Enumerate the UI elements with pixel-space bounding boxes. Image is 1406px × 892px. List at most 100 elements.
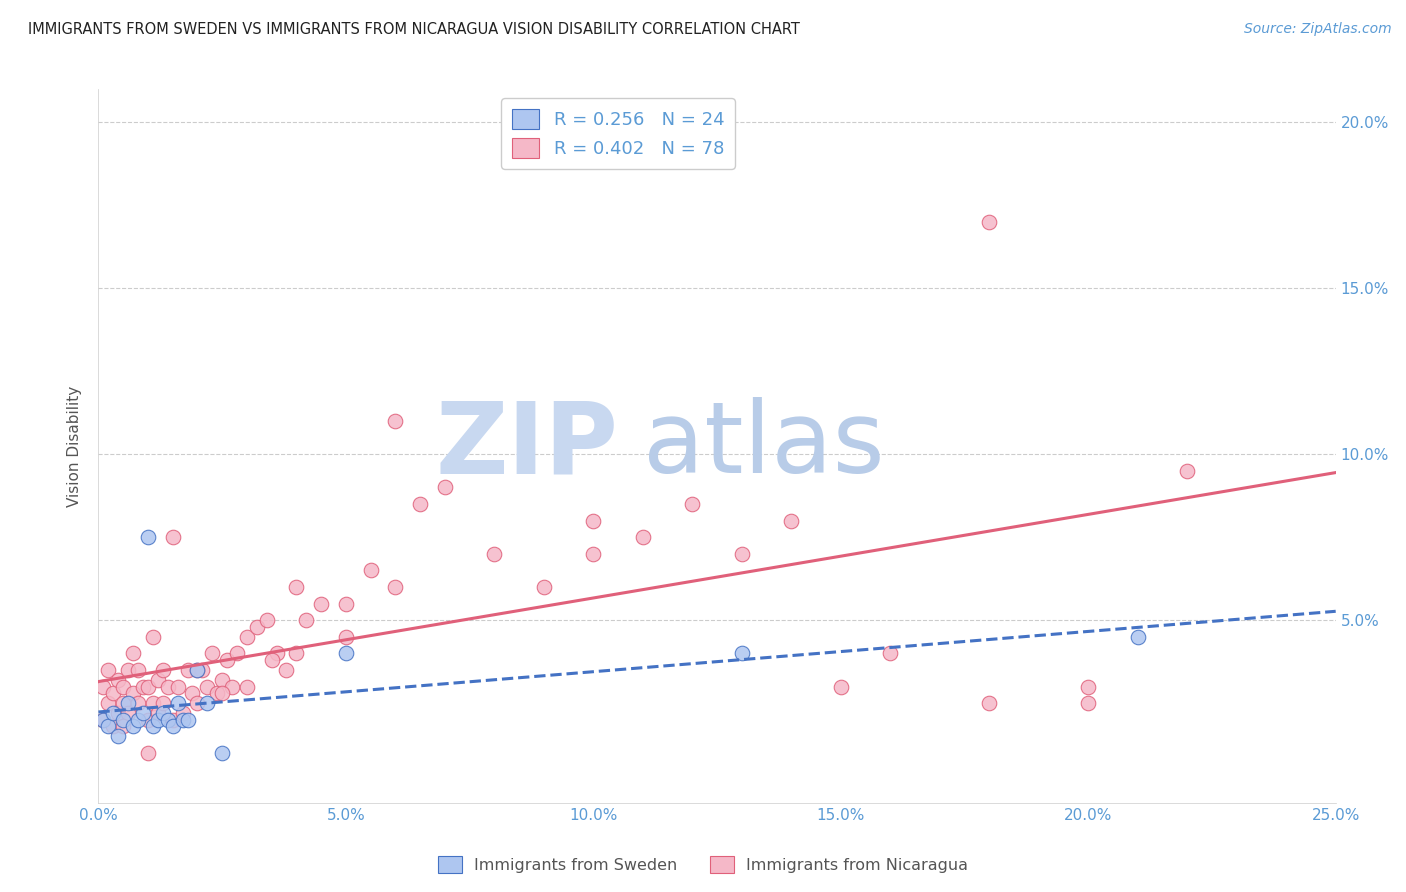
Point xyxy=(117,706,139,721)
Point xyxy=(266,647,288,661)
Point xyxy=(335,630,357,644)
Point xyxy=(582,547,605,561)
Point xyxy=(127,663,149,677)
Point xyxy=(201,647,224,661)
Text: atlas: atlas xyxy=(643,398,884,494)
Point xyxy=(146,713,169,727)
Point xyxy=(142,630,165,644)
Point xyxy=(246,620,269,634)
Point xyxy=(107,673,129,687)
Point xyxy=(186,663,208,677)
Point xyxy=(162,530,184,544)
Point xyxy=(285,647,308,661)
Point xyxy=(122,686,145,700)
Point xyxy=(142,696,165,710)
Point xyxy=(97,663,120,677)
Point xyxy=(103,706,125,721)
Point xyxy=(162,719,184,733)
Point xyxy=(780,514,803,528)
Point xyxy=(146,673,169,687)
Point xyxy=(172,713,194,727)
Point xyxy=(681,497,703,511)
Point xyxy=(117,696,139,710)
Point xyxy=(103,719,125,733)
Point xyxy=(166,680,188,694)
Point xyxy=(533,580,555,594)
Point xyxy=(156,680,179,694)
Point xyxy=(107,706,129,721)
Point xyxy=(107,730,129,744)
Point xyxy=(260,653,283,667)
Point xyxy=(136,746,159,760)
Point xyxy=(112,696,135,710)
Point xyxy=(152,706,174,721)
Point xyxy=(132,680,155,694)
Point xyxy=(1077,696,1099,710)
Point xyxy=(211,746,233,760)
Point xyxy=(97,719,120,733)
Point xyxy=(256,613,278,627)
Text: IMMIGRANTS FROM SWEDEN VS IMMIGRANTS FROM NICARAGUA VISION DISABILITY CORRELATIO: IMMIGRANTS FROM SWEDEN VS IMMIGRANTS FRO… xyxy=(28,22,800,37)
Point xyxy=(226,647,249,661)
Point xyxy=(221,680,243,694)
Point xyxy=(384,414,406,428)
Point xyxy=(979,696,1001,710)
Point xyxy=(103,686,125,700)
Legend: R = 0.256   N = 24, R = 0.402   N = 78: R = 0.256 N = 24, R = 0.402 N = 78 xyxy=(501,98,735,169)
Y-axis label: Vision Disability: Vision Disability xyxy=(67,385,83,507)
Point xyxy=(122,719,145,733)
Point xyxy=(335,597,357,611)
Point xyxy=(93,713,115,727)
Point xyxy=(186,696,208,710)
Point xyxy=(1126,630,1149,644)
Point xyxy=(217,653,239,667)
Point xyxy=(93,680,115,694)
Point xyxy=(830,680,852,694)
Point xyxy=(1077,680,1099,694)
Point xyxy=(97,696,120,710)
Point xyxy=(127,696,149,710)
Point xyxy=(582,514,605,528)
Point xyxy=(122,647,145,661)
Point xyxy=(309,597,332,611)
Point xyxy=(295,613,318,627)
Point xyxy=(176,663,198,677)
Point xyxy=(186,663,208,677)
Point xyxy=(484,547,506,561)
Point xyxy=(132,706,155,721)
Point xyxy=(191,663,214,677)
Point xyxy=(127,713,149,727)
Point xyxy=(276,663,298,677)
Point xyxy=(152,696,174,710)
Point xyxy=(360,564,382,578)
Point xyxy=(409,497,432,511)
Point xyxy=(112,719,135,733)
Point xyxy=(136,530,159,544)
Point xyxy=(136,713,159,727)
Point xyxy=(731,547,754,561)
Point xyxy=(205,686,228,700)
Point xyxy=(1175,464,1198,478)
Point xyxy=(211,673,233,687)
Point xyxy=(152,663,174,677)
Point xyxy=(166,696,188,710)
Text: ZIP: ZIP xyxy=(436,398,619,494)
Point xyxy=(285,580,308,594)
Point xyxy=(142,719,165,733)
Point xyxy=(731,647,754,661)
Point xyxy=(195,680,218,694)
Legend: Immigrants from Sweden, Immigrants from Nicaragua: Immigrants from Sweden, Immigrants from … xyxy=(432,849,974,880)
Point xyxy=(176,713,198,727)
Point xyxy=(112,680,135,694)
Point xyxy=(195,696,218,710)
Text: Source: ZipAtlas.com: Source: ZipAtlas.com xyxy=(1244,22,1392,37)
Point xyxy=(146,706,169,721)
Point xyxy=(136,680,159,694)
Point xyxy=(93,713,115,727)
Point xyxy=(117,663,139,677)
Point xyxy=(631,530,654,544)
Point xyxy=(112,713,135,727)
Point xyxy=(433,481,456,495)
Point xyxy=(181,686,204,700)
Point xyxy=(236,680,259,694)
